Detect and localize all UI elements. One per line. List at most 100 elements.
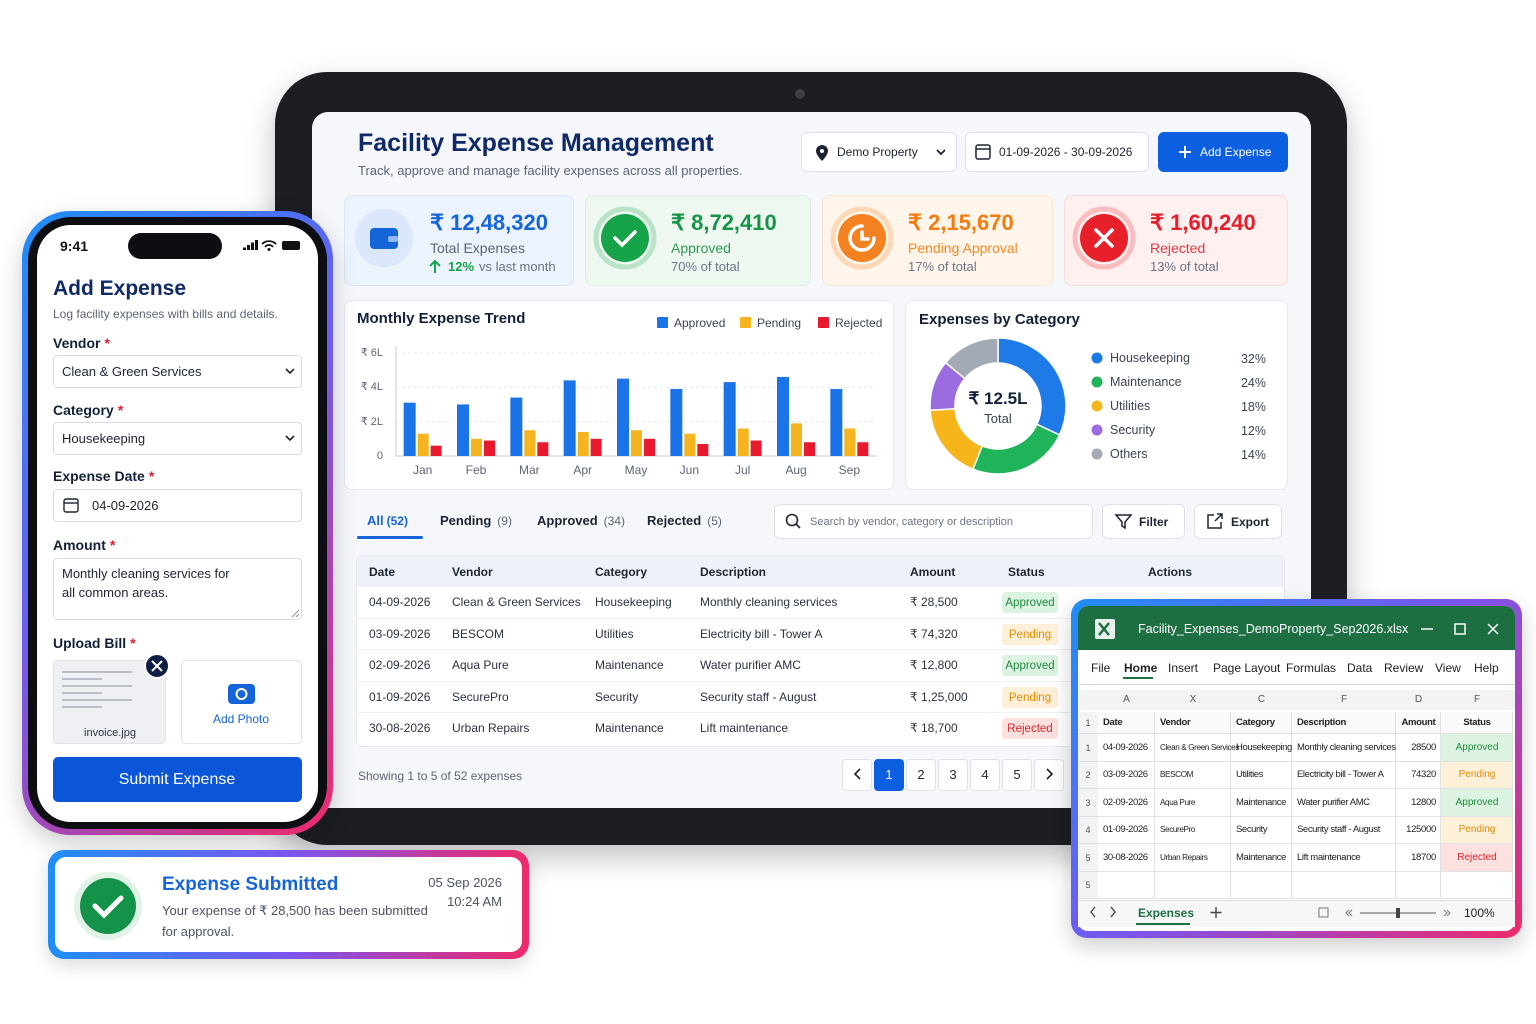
excel-titlebar xyxy=(1078,606,1515,650)
textarea-value[interactable]: Monthly cleaning services for all common… xyxy=(62,566,230,600)
ribbon-tab[interactable]: Home xyxy=(1124,661,1158,675)
page-number[interactable]: 2 xyxy=(917,767,925,782)
page-button[interactable] xyxy=(874,759,904,791)
donut-total-label: Total xyxy=(984,411,1012,426)
input-value[interactable]: 04-09-2026 xyxy=(92,497,159,513)
table-header xyxy=(357,556,1284,587)
page-number[interactable]: 4 xyxy=(981,767,989,782)
sheet-tab[interactable]: Expenses xyxy=(1138,906,1195,920)
page-number[interactable]: 5 xyxy=(1013,767,1021,782)
status-text: Pending xyxy=(1008,628,1052,641)
form-title: Add Expense xyxy=(53,277,187,300)
bar xyxy=(804,442,815,456)
date-range-select[interactable] xyxy=(965,132,1149,172)
filter-button[interactable] xyxy=(1102,504,1185,539)
row-header xyxy=(1078,712,1098,734)
tab-count: (34) xyxy=(603,514,626,528)
bar xyxy=(670,388,683,456)
bar xyxy=(844,428,856,456)
sheet-header: Description xyxy=(1297,717,1346,728)
table-cell: Security staff - August xyxy=(700,689,817,704)
label-text: Vendor xyxy=(53,335,101,351)
page-title: Facility Expense Management xyxy=(358,129,714,157)
stat-note: 17% of total xyxy=(908,257,977,277)
column-header: Vendor xyxy=(452,565,493,579)
search-box[interactable] xyxy=(774,504,1093,539)
stat-note-text: vs last month xyxy=(479,259,556,274)
remove-x xyxy=(151,660,163,672)
page-button[interactable] xyxy=(906,759,936,791)
filter-tab[interactable]: Pending (9) xyxy=(440,511,512,531)
notification-date: 05 Sep 2026 xyxy=(428,875,502,890)
ribbon-tab[interactable]: Review xyxy=(1384,661,1424,675)
status-time: 9:41 xyxy=(60,238,89,254)
filter-label[interactable]: Filter xyxy=(1139,515,1169,529)
ribbon-tab[interactable]: Formulas xyxy=(1286,661,1337,675)
sheet-next xyxy=(1110,906,1116,918)
plus-icon xyxy=(1179,146,1191,158)
stat-change: 12% xyxy=(448,259,475,274)
page-next[interactable] xyxy=(1034,759,1064,791)
page-number[interactable]: 3 xyxy=(949,767,957,782)
status-text: Approved xyxy=(1005,660,1055,672)
input-field[interactable] xyxy=(53,489,302,522)
sheet-cell: 03-09-2026 xyxy=(1103,769,1148,781)
stat-amount: ₹ 12,48,320 xyxy=(430,210,548,235)
add-expense-label[interactable]: Add Expense xyxy=(1200,145,1272,159)
cell xyxy=(1396,761,1441,789)
ribbon-tab[interactable]: View xyxy=(1435,661,1461,675)
bar xyxy=(830,388,843,456)
input-field[interactable] xyxy=(53,355,302,388)
page-number[interactable]: 1 xyxy=(885,767,893,782)
bar xyxy=(537,442,549,456)
export-button[interactable] xyxy=(1194,504,1282,539)
cell xyxy=(1231,761,1292,789)
ribbon-tab[interactable]: File xyxy=(1091,661,1111,675)
table-cell: Urban Repairs xyxy=(452,721,530,735)
next-icon xyxy=(1046,768,1054,780)
tab-label: Pending xyxy=(440,513,492,528)
cell xyxy=(1441,816,1513,844)
sheet-number: 12800 xyxy=(1411,796,1436,808)
input-field[interactable] xyxy=(53,422,302,455)
filter-tab[interactable]: Approved (34) xyxy=(537,511,625,531)
sheet-status: Approved xyxy=(1455,741,1499,753)
sheet-header: Category xyxy=(1236,717,1275,728)
form-subtitle: Log facility expenses with bills and det… xyxy=(53,307,278,321)
input-field[interactable] xyxy=(53,558,302,620)
table-cell: 04-09-2026 xyxy=(369,595,431,609)
dynamic-island xyxy=(128,233,222,259)
input-value[interactable]: Clean & Green Services xyxy=(62,363,202,379)
page-button[interactable] xyxy=(938,759,968,791)
filter-tab[interactable]: Rejected (5) xyxy=(647,511,722,531)
submit-button[interactable] xyxy=(53,757,302,802)
sheet-header: Date xyxy=(1103,717,1123,728)
bar xyxy=(524,430,536,456)
export-label[interactable]: Export xyxy=(1231,515,1270,529)
add-sheet xyxy=(1210,907,1222,918)
wallet-clasp xyxy=(388,236,398,242)
search-placeholder[interactable]: Search by vendor, category or descriptio… xyxy=(810,516,1014,528)
input-value[interactable]: Housekeeping xyxy=(62,430,146,446)
ribbon-tab[interactable]: Data xyxy=(1347,661,1373,675)
ribbon-tab[interactable]: Page Layout xyxy=(1213,661,1281,675)
cell xyxy=(1292,816,1396,844)
cell xyxy=(1098,789,1155,817)
bar xyxy=(484,440,495,456)
stat-amount: ₹ 2,15,670 xyxy=(908,210,1014,235)
ribbon-tab[interactable]: Help xyxy=(1474,661,1499,675)
sheet-cell: Lift maintenance xyxy=(1297,851,1361,863)
bar xyxy=(631,430,642,456)
filter-tab[interactable]: All (52) xyxy=(367,511,408,531)
submit-label[interactable]: Submit Expense xyxy=(118,771,236,788)
cell xyxy=(1155,789,1231,817)
donut-total-value: ₹ 12.5L xyxy=(968,389,1028,408)
page-button[interactable] xyxy=(970,759,1000,791)
ribbon-tab[interactable]: Insert xyxy=(1168,661,1199,675)
add-photo-label[interactable]: Add Photo xyxy=(212,712,270,726)
page-button[interactable] xyxy=(1002,759,1032,791)
category-name: Housekeeping xyxy=(1110,351,1190,365)
